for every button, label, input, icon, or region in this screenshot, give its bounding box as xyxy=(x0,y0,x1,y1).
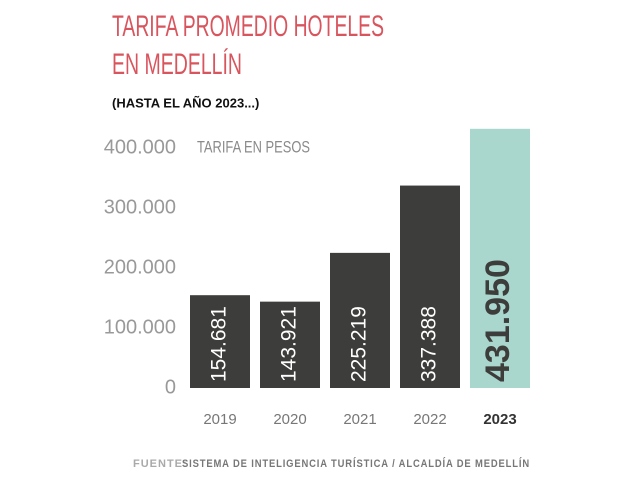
x-tick-label: 2020 xyxy=(273,411,306,428)
chart-title: EN MEDELLÍN xyxy=(112,48,242,81)
x-tick-label: 2019 xyxy=(203,411,236,428)
y-tick-label: 200.000 xyxy=(104,256,176,278)
x-tick-label: 2021 xyxy=(343,411,376,428)
chart-subtitle: (HASTA EL AÑO 2023...) xyxy=(112,95,259,110)
bar xyxy=(260,301,320,388)
source: SISTEMA DE INTELIGENCIA TURÍSTICA / ALCA… xyxy=(182,457,530,470)
bar xyxy=(330,252,390,388)
y-tick-label: 400.000 xyxy=(104,136,176,158)
value-label: 143.921 xyxy=(278,306,301,382)
annotation: TARIFA EN PESOS xyxy=(197,137,310,156)
value-label: 431.950 xyxy=(479,259,517,382)
bar xyxy=(190,295,250,388)
y-tick-label: 0 xyxy=(165,376,176,398)
value-label: 225.219 xyxy=(348,306,371,382)
y-tick-label: 300.000 xyxy=(104,196,176,218)
value-label: 154.681 xyxy=(208,306,231,382)
bar xyxy=(400,185,460,388)
source-label: FUENTE: xyxy=(133,458,188,470)
x-tick-label: 2022 xyxy=(413,411,446,428)
bar xyxy=(470,128,530,388)
value-label: 337.388 xyxy=(418,306,441,382)
x-tick-label: 2023 xyxy=(483,411,516,428)
y-tick-label: 100.000 xyxy=(104,316,176,338)
chart-title: TARIFA PROMEDIO HOTELES xyxy=(112,10,384,43)
